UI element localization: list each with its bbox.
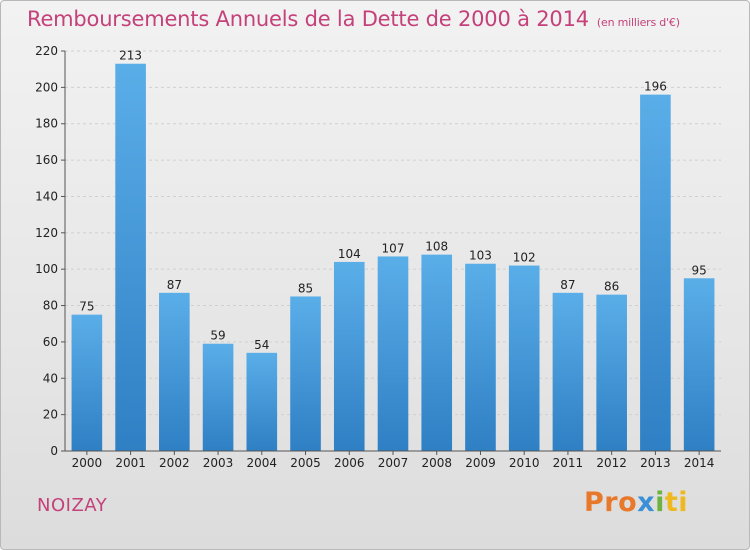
data-label: 196 (644, 80, 667, 94)
x-tick-label: 2009 (465, 456, 496, 470)
x-tick-label: 2014 (684, 456, 715, 470)
bar (246, 352, 278, 451)
bar (71, 314, 103, 451)
data-label: 213 (119, 49, 142, 63)
data-label: 104 (338, 247, 361, 261)
y-tick-label: 140 (35, 189, 58, 203)
data-label: 102 (513, 251, 536, 265)
axes (61, 50, 721, 455)
bar (115, 63, 146, 452)
proxiti-logo: Proxiti (584, 487, 688, 518)
x-tick-label: 2007 (378, 456, 409, 470)
data-label: 86 (604, 280, 619, 294)
unit-label: (en milliers d'€) (596, 16, 680, 29)
bar (202, 343, 234, 451)
labels: 0 20 40 60 80 100 120 140 160 180 200 220 75 2000 213 2… (35, 44, 714, 470)
data-label: 75 (79, 300, 94, 314)
x-tick-label: 2005 (290, 456, 321, 470)
bars (71, 63, 715, 452)
bar (508, 265, 540, 451)
bar (640, 94, 671, 452)
bar (421, 254, 453, 451)
logo-part: x (637, 487, 656, 518)
x-tick-label: 2001 (115, 456, 146, 470)
y-tick-label: 220 (35, 44, 58, 58)
x-tick-label: 2004 (247, 456, 278, 470)
x-tick-label: 2013 (640, 456, 671, 470)
town-name: NOIZAY (37, 495, 108, 516)
y-tick-label: 80 (43, 299, 58, 313)
logo-part: i (655, 487, 665, 518)
data-label: 108 (425, 240, 448, 254)
bar (290, 296, 321, 451)
x-tick-label: 2011 (553, 456, 584, 470)
y-tick-label: 60 (43, 335, 58, 349)
data-label: 59 (210, 329, 225, 343)
y-tick-label: 180 (35, 117, 58, 131)
data-label: 87 (167, 278, 182, 292)
x-tick-label: 2003 (203, 456, 234, 470)
bar (596, 294, 627, 451)
x-tick-label: 2012 (596, 456, 627, 470)
data-label: 85 (298, 281, 313, 295)
chart-title: Remboursements Annuels de la Dette de 20… (27, 7, 680, 31)
logo-part: ti (664, 487, 689, 518)
data-label: 107 (382, 241, 405, 255)
x-tick-label: 2010 (509, 456, 540, 470)
logo-part: Pro (584, 487, 638, 518)
bar (377, 256, 409, 451)
data-label: 103 (469, 249, 492, 263)
bar (333, 261, 365, 451)
y-tick-label: 120 (35, 226, 58, 240)
bar (159, 292, 190, 451)
y-tick-label: 160 (35, 153, 58, 167)
y-tick-label: 0 (50, 444, 58, 458)
bar (465, 263, 496, 451)
data-label: 54 (254, 338, 269, 352)
bar (552, 292, 584, 451)
x-tick-label: 2000 (72, 456, 103, 470)
y-tick-label: 20 (43, 408, 58, 422)
y-tick-label: 100 (35, 262, 58, 276)
bar (683, 278, 715, 451)
y-tick-label: 40 (43, 371, 58, 385)
x-tick-label: 2002 (159, 456, 190, 470)
x-tick-label: 2006 (334, 456, 365, 470)
data-label: 95 (691, 263, 706, 277)
title-text: Remboursements Annuels de la Dette de 20… (27, 7, 589, 31)
y-tick-label: 200 (35, 80, 58, 94)
x-tick-label: 2008 (421, 456, 452, 470)
data-label: 87 (560, 278, 575, 292)
